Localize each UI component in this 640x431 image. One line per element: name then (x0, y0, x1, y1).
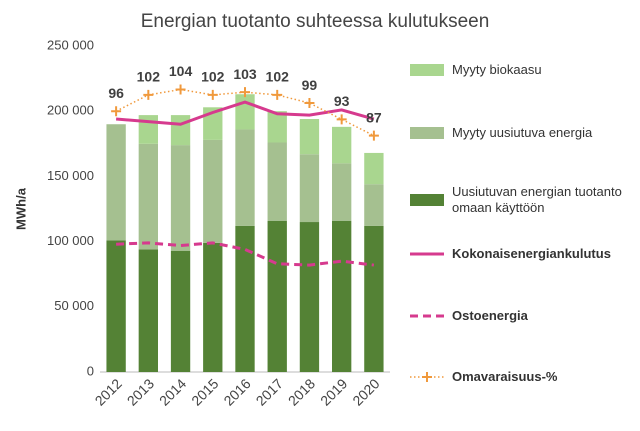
x-tick-label: 2013 (124, 375, 157, 408)
data-label: 99 (302, 77, 318, 93)
bar (332, 220, 352, 372)
bar (235, 225, 255, 372)
x-tick-label: 2019 (317, 375, 350, 408)
bar (203, 139, 223, 243)
y-axis-label: MWh/a (13, 187, 28, 230)
marker (336, 114, 347, 125)
bar (332, 126, 352, 164)
data-label: 102 (201, 69, 225, 85)
data-label: 102 (137, 69, 161, 85)
marker (368, 130, 379, 141)
data-label: 96 (108, 85, 124, 101)
y-tick-label: 50 000 (54, 298, 94, 313)
legend-label: Omavaraisuus-% (452, 369, 558, 384)
bar (170, 250, 191, 372)
data-label: 104 (169, 63, 193, 79)
line (116, 241, 375, 267)
legend-swatch (410, 127, 444, 139)
marker (272, 89, 283, 100)
legend-label: Myyty biokaasu (452, 62, 542, 77)
legend-marker (422, 372, 432, 382)
marker (304, 98, 315, 109)
legend-label: Myyty uusiutuva energia (452, 125, 593, 140)
bar (235, 94, 255, 130)
bar (170, 145, 191, 251)
bar (138, 115, 158, 144)
bar (332, 163, 352, 221)
chart-title: Energian tuotanto suhteessa kulutukseen (141, 11, 490, 32)
legend-swatch (410, 64, 444, 76)
y-tick-label: 0 (87, 363, 94, 378)
marker (143, 89, 154, 100)
marker (175, 84, 186, 95)
data-label: 93 (334, 93, 350, 109)
bar (299, 222, 320, 372)
y-tick-label: 150 000 (47, 168, 94, 183)
data-label: 102 (266, 69, 290, 85)
bar (267, 142, 287, 221)
bar (364, 152, 384, 185)
bar (170, 115, 191, 146)
bar (106, 240, 126, 372)
data-label: 87 (366, 109, 382, 125)
x-tick-label: 2016 (220, 375, 253, 408)
bar (267, 220, 287, 372)
marker (207, 89, 218, 100)
bar (106, 124, 126, 241)
legend-label: Uusiutuvan energian tuotanto omaan käytt… (452, 184, 622, 215)
marker (240, 87, 250, 98)
x-tick-label: 2015 (188, 375, 221, 408)
y-tick-label: 100 000 (47, 233, 94, 248)
x-tick-label: 2012 (92, 375, 125, 408)
data-label: 103 (233, 66, 257, 82)
y-tick-label: 250 000 (47, 37, 94, 52)
bar (235, 129, 255, 226)
x-tick-label: 2018 (285, 375, 318, 408)
x-tick-label: 2014 (156, 375, 189, 408)
bar (364, 184, 384, 226)
x-tick-label: 2020 (349, 375, 382, 408)
bar (299, 154, 320, 223)
bar (203, 242, 223, 372)
bar (138, 143, 158, 250)
bar (299, 119, 320, 155)
bar (267, 111, 287, 143)
marker (111, 106, 122, 117)
bar (138, 249, 158, 372)
bar (364, 225, 384, 372)
x-tick-label: 2017 (253, 375, 286, 408)
legend-label: Kokonaisenergiankulutus (452, 246, 611, 261)
legend-label: Ostoenergia (452, 308, 528, 323)
y-tick-label: 200 000 (47, 103, 94, 118)
line (115, 100, 375, 126)
legend-swatch (410, 194, 444, 206)
